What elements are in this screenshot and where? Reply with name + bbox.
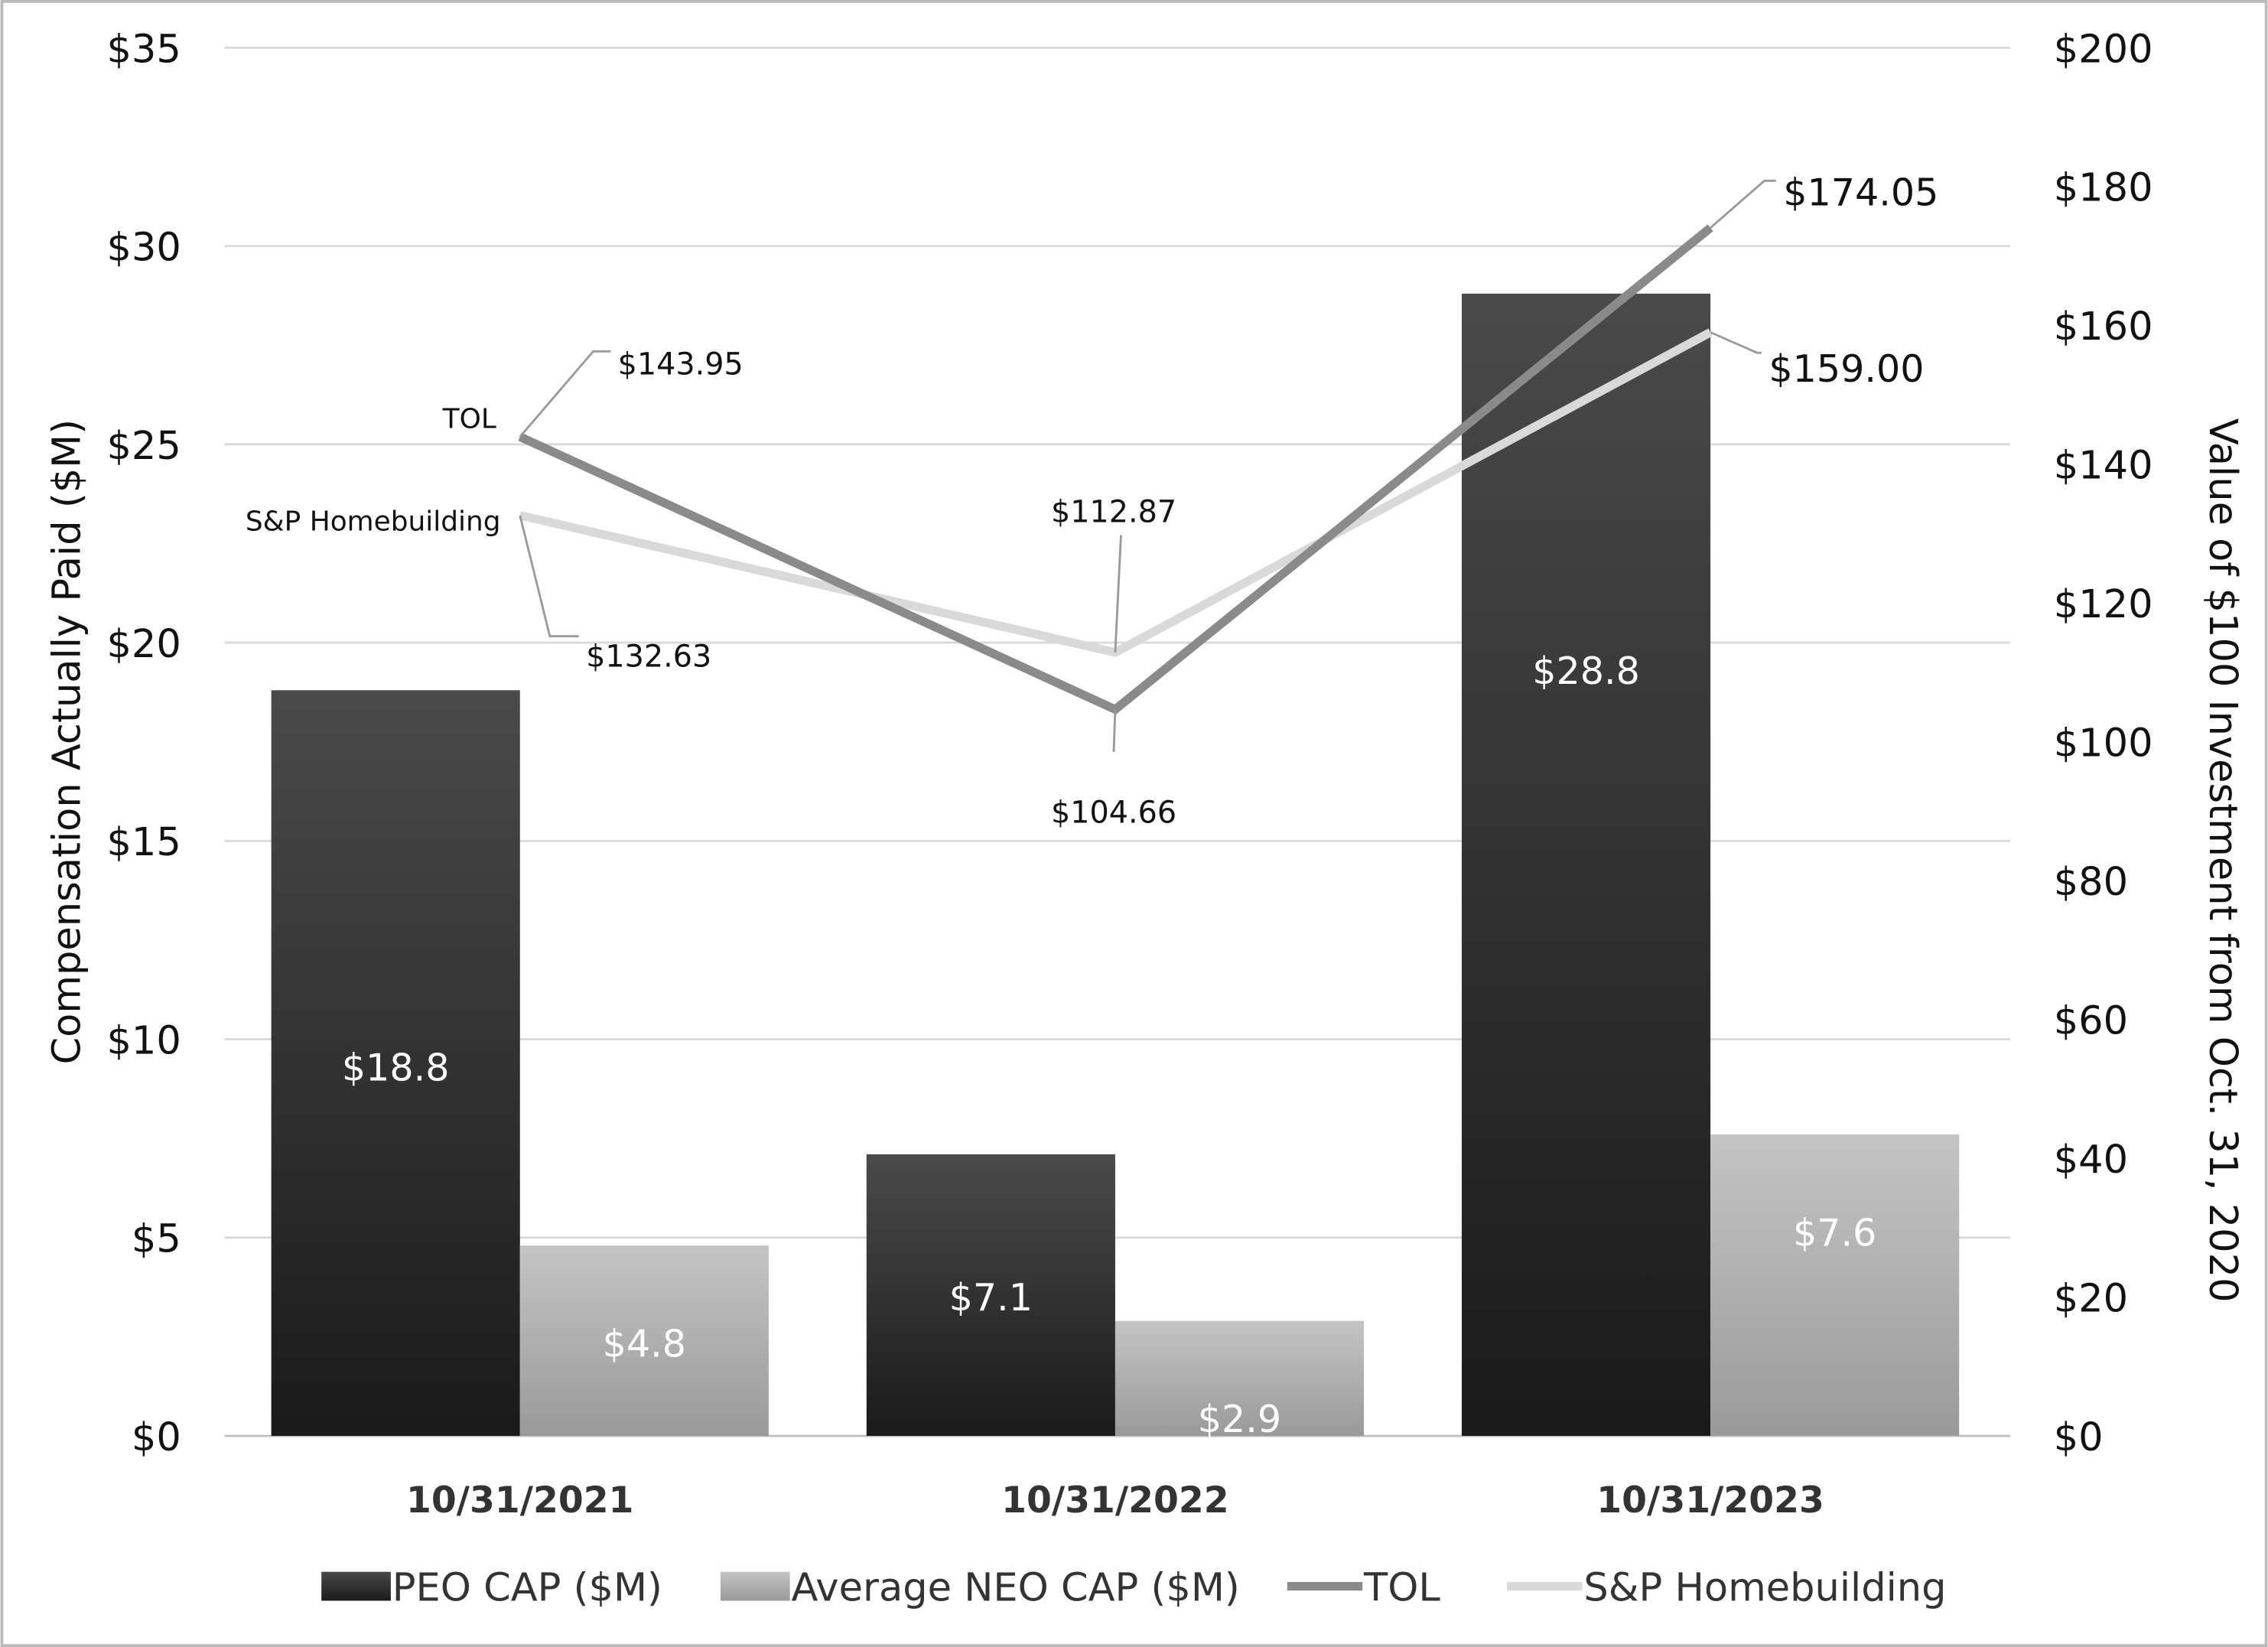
- y-left-tick-label: $35: [106, 27, 181, 72]
- neo-cap-bar: [519, 1245, 769, 1437]
- y-right-tick-label: $120: [2054, 582, 2153, 627]
- legend-swatch: [720, 1571, 790, 1601]
- y-left-axis-title: Compensation Actually Paid ($M): [45, 419, 90, 1065]
- line-data-label: $159.00: [1769, 347, 1924, 391]
- y-right-tick-label: $200: [2054, 27, 2153, 72]
- bar-data-label: $7.1: [949, 1275, 1033, 1320]
- y-left-tick-label: $25: [106, 424, 181, 469]
- leader-line: [519, 515, 579, 638]
- line-data-label: $174.05: [1783, 170, 1938, 214]
- bar-data-label: $4.8: [603, 1322, 686, 1366]
- line-data-label: $112.87: [1051, 494, 1176, 529]
- y-left-tick-label: $5: [132, 1217, 181, 1262]
- peo-cap-bar: [866, 1154, 1115, 1437]
- legend-item: PEO CAP ($M): [321, 1566, 662, 1611]
- bar-data-label: $7.6: [1793, 1211, 1876, 1255]
- y-right-tick-label: $180: [2054, 166, 2153, 211]
- series-start-label: S&P Homebuilding: [246, 506, 501, 538]
- peo-cap-bar: [1461, 293, 1711, 1437]
- bar-data-label: $2.9: [1198, 1397, 1281, 1441]
- y-left-tick-label: $30: [106, 226, 181, 271]
- y-right-axis-title: Value of $100 Investment from Oct. 31, 2…: [2200, 418, 2245, 1303]
- line-data-label: $132.63: [586, 639, 711, 674]
- y-left-tick-label: $15: [106, 820, 181, 865]
- y-left-tick-label: $10: [106, 1018, 181, 1063]
- y-right-tick-label: $40: [2054, 1138, 2128, 1183]
- x-tick-label: 10/31/2022: [1001, 1479, 1229, 1522]
- legend-swatch: [321, 1571, 391, 1601]
- y-right-tick-label: $100: [2054, 721, 2153, 767]
- legend-item: S&P Homebuilding: [1507, 1566, 1947, 1611]
- legend-label: S&P Homebuilding: [1583, 1566, 1946, 1611]
- legend-item: TOL: [1287, 1566, 1440, 1611]
- line-data-label: $143.95: [618, 347, 744, 382]
- x-tick-label: 10/31/2021: [406, 1479, 634, 1522]
- y-left-tick-label: $20: [106, 622, 181, 667]
- legend-label: Average NEO CAP ($M): [792, 1566, 1240, 1611]
- legend-label: TOL: [1363, 1566, 1440, 1611]
- leader-line: [1112, 709, 1117, 752]
- y-right-tick-label: $20: [2054, 1276, 2128, 1321]
- y-left-tick-label: $0: [132, 1415, 181, 1460]
- leader-line: [1710, 179, 1776, 229]
- y-right-tick-label: $140: [2054, 444, 2153, 489]
- y-right-tick-label: $160: [2054, 304, 2153, 350]
- legend-label: PEO CAP ($M): [392, 1566, 662, 1611]
- line-data-label: $104.66: [1051, 796, 1176, 831]
- x-tick-label: 10/31/2023: [1596, 1479, 1824, 1522]
- bar-data-label: $28.8: [1532, 649, 1640, 693]
- neo-cap-bar: [1710, 1134, 1960, 1437]
- y-right-tick-label: $60: [2054, 999, 2128, 1044]
- series-start-label: TOL: [442, 404, 496, 435]
- neo-cap-bar: [1114, 1320, 1365, 1437]
- leader-line: [519, 350, 611, 438]
- leader-line: [1114, 535, 1122, 653]
- legend-item: Average NEO CAP ($M): [720, 1566, 1240, 1611]
- peo-cap-bar: [271, 690, 520, 1437]
- y-right-tick-label: $80: [2054, 860, 2128, 905]
- bar-data-label: $18.8: [342, 1046, 450, 1090]
- y-right-tick-label: $0: [2054, 1415, 2104, 1460]
- leader-line: [1710, 331, 1762, 354]
